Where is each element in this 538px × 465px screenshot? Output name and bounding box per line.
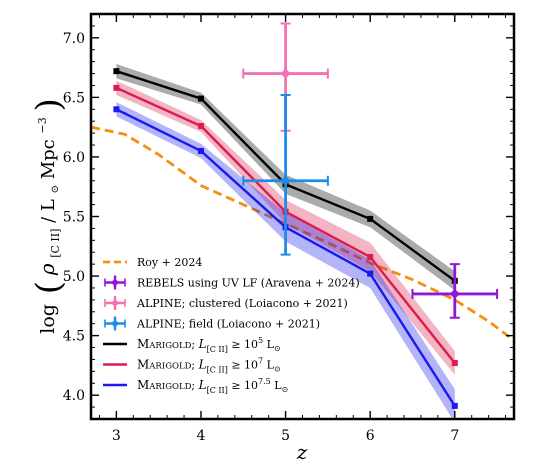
- series-marigold-1e7p5-point: [197, 147, 204, 154]
- series-marigold-1e7p5-point: [367, 270, 374, 277]
- plot-area: [91, 22, 514, 419]
- x-axis-label: z: [296, 440, 308, 464]
- legend: Roy + 2024 REBELS using UV LF (Aravena + …: [103, 256, 360, 395]
- legend-rebels-point-swatch: [104, 275, 126, 290]
- legend-alpine-field-point-label: ALPINE; field (Loiacono + 2021): [136, 318, 320, 331]
- series-marigold-1e5-point: [367, 215, 374, 222]
- y-axis-label: log ( ρ [C II] / L ⊙ Mpc −3 ): [29, 98, 69, 333]
- x-tick-label: 7: [450, 428, 459, 444]
- y-axis: 4.0 4.5 5.0 5.5 6.0 6.5 7.0: [63, 25, 514, 408]
- series-marigold-1e7p5-point: [113, 106, 120, 113]
- x-axis: 3 4 5 6 7: [98, 14, 507, 444]
- legend-roy-label: Roy + 2024: [137, 256, 202, 269]
- legend-marigold-1e5-label: MARIGOLD; L[C II] ≥ 105 L⊙: [137, 336, 281, 354]
- legend-marigold-1e7-label: MARIGOLD; L[C II] ≥ 107 L⊙: [137, 357, 281, 375]
- y-tick-label: 6.5: [63, 90, 85, 106]
- y-tick-label: 5.0: [63, 269, 85, 285]
- rebels-point: [411, 263, 499, 319]
- legend-marigold-1e7p5-label: MARIGOLD; L[C II] ≥ 107.5 L⊙: [137, 377, 288, 395]
- series-roy2024-line: [91, 125, 514, 342]
- series-marigold-1e7-point: [197, 122, 204, 129]
- series-marigold-1e7-point: [113, 84, 120, 91]
- series-marigold-1e7-point: [367, 254, 374, 260]
- alpine-field-point: [242, 94, 329, 256]
- legend-alpine-clustered-point-label: ALPINE; clustered (Loiacono + 2021): [136, 297, 348, 310]
- x-tick-label: 4: [197, 428, 206, 444]
- y-tick-label: 5.5: [63, 210, 85, 226]
- series-marigold-1e7-point: [451, 360, 458, 367]
- series-marigold-1e5-point: [197, 95, 204, 102]
- y-tick-label: 4.5: [63, 329, 85, 345]
- legend-alpine-clustered-point-swatch: [104, 296, 126, 310]
- legend-rebels-point-label: REBELS using UV LF (Aravena + 2024): [137, 277, 360, 290]
- series-marigold-1e5-point: [113, 68, 120, 75]
- y-tick-label: 4.0: [63, 388, 85, 404]
- legend-alpine-field-point-swatch: [104, 316, 126, 331]
- x-tick-label: 5: [281, 428, 290, 444]
- svg-text:log ( ρ [C I: log ( ρ [C II] / L ⊙ Mpc −3 ): [29, 98, 69, 333]
- x-tick-label: 3: [112, 428, 121, 444]
- x-tick-label: 6: [366, 428, 375, 444]
- series-marigold-1e7p5-point: [451, 402, 458, 409]
- y-tick-label: 7.0: [63, 31, 85, 47]
- y-tick-label: 6.0: [63, 150, 85, 166]
